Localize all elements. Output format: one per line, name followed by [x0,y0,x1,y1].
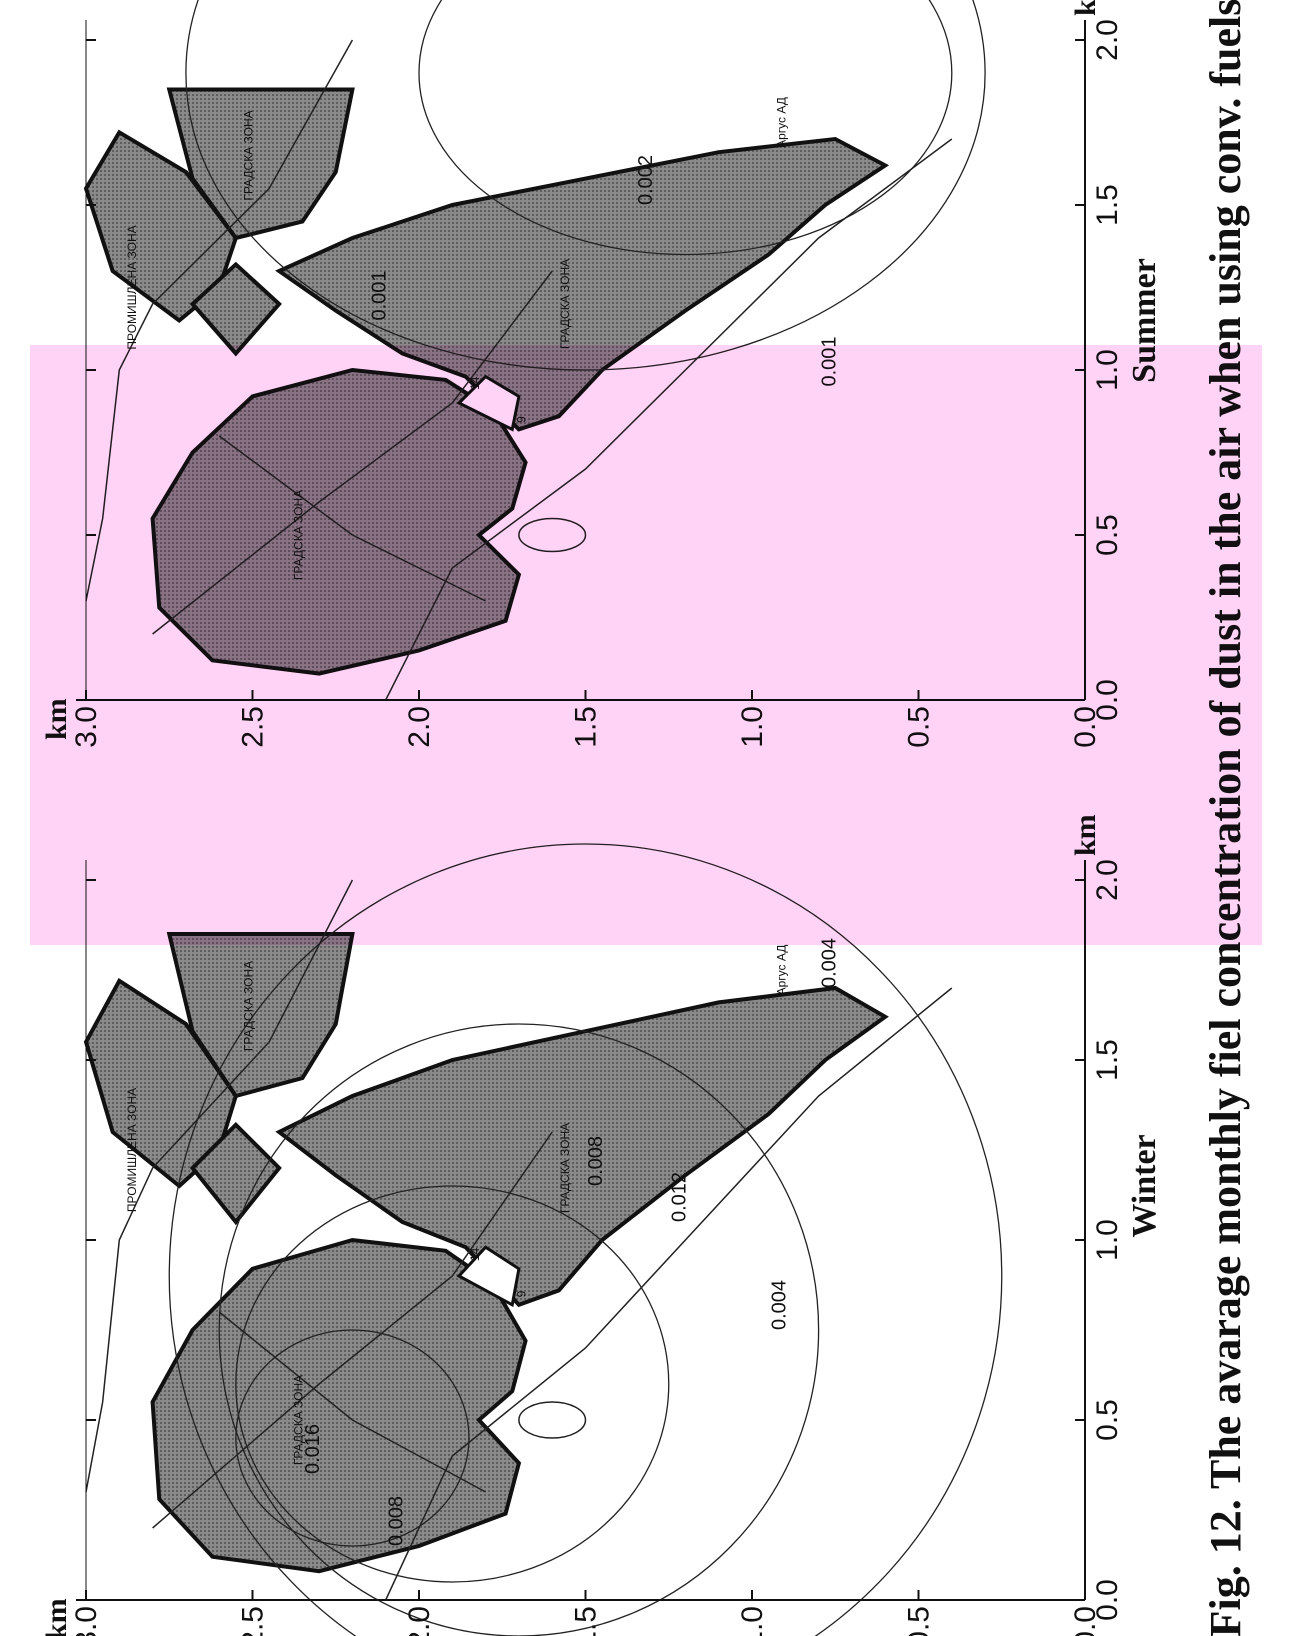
y-tick-label: 2.0 [403,1606,436,1636]
contour-label: 0.008 [385,1496,407,1546]
x-tick-label: 2.0 [1091,19,1124,61]
zone-label: ГРАДСКА ЗОНА [558,1123,572,1213]
contour-label: 0.012 [668,1172,690,1222]
zone-label: ГРАДСКА ЗОНА [242,961,256,1051]
zone [153,1240,526,1571]
x-tick-label: 1.5 [1091,1039,1124,1081]
x-tick-label: 1.5 [1091,184,1124,226]
panel-label: Winter [1126,1134,1163,1237]
y-tick-label: 3.0 [70,1606,103,1636]
y-tick-label: 0.5 [903,1606,936,1636]
contour-label: 0.008 [585,1136,607,1186]
x-tick-label: 0.5 [1091,1399,1124,1441]
y-unit: km [40,1598,73,1636]
contour-label: 0.004 [768,1280,790,1330]
y-tick-label: 0.0 [1069,1606,1102,1636]
zone-label: Аргус АД [774,97,788,148]
zone-label: 9 [515,1290,529,1297]
zone-label: Аргус АД [774,945,788,996]
zone-label: ГРАДСКА ЗОНА [558,259,572,349]
zone-label: ПРОМИШЛЕНА ЗОНА [125,1088,139,1212]
contour-label: 0.002 [635,155,657,205]
figure: 0.0160.0080.0120.0080.0040.004ГРАДСКА ЗО… [0,0,1314,1636]
y-tick-label: 1.5 [570,1606,603,1636]
zone-label: 14 [468,1247,482,1261]
zone-label: ГРАДСКА ЗОНА [242,110,256,200]
contour-label: 0.004 [818,938,840,988]
contour-label: 0.001 [369,270,391,320]
pond [519,1402,586,1438]
y-tick-label: 1.0 [736,1606,769,1636]
x-tick-label: 1.0 [1091,1219,1124,1261]
zone-label: ГРАДСКА ЗОНА [291,1375,305,1465]
x-unit: km [1069,0,1102,16]
zone-label: ПРОМИШЛЕНА ЗОНА [125,225,139,349]
y-tick-label: 2.5 [237,1606,270,1636]
highlight-overlay [30,345,1262,945]
